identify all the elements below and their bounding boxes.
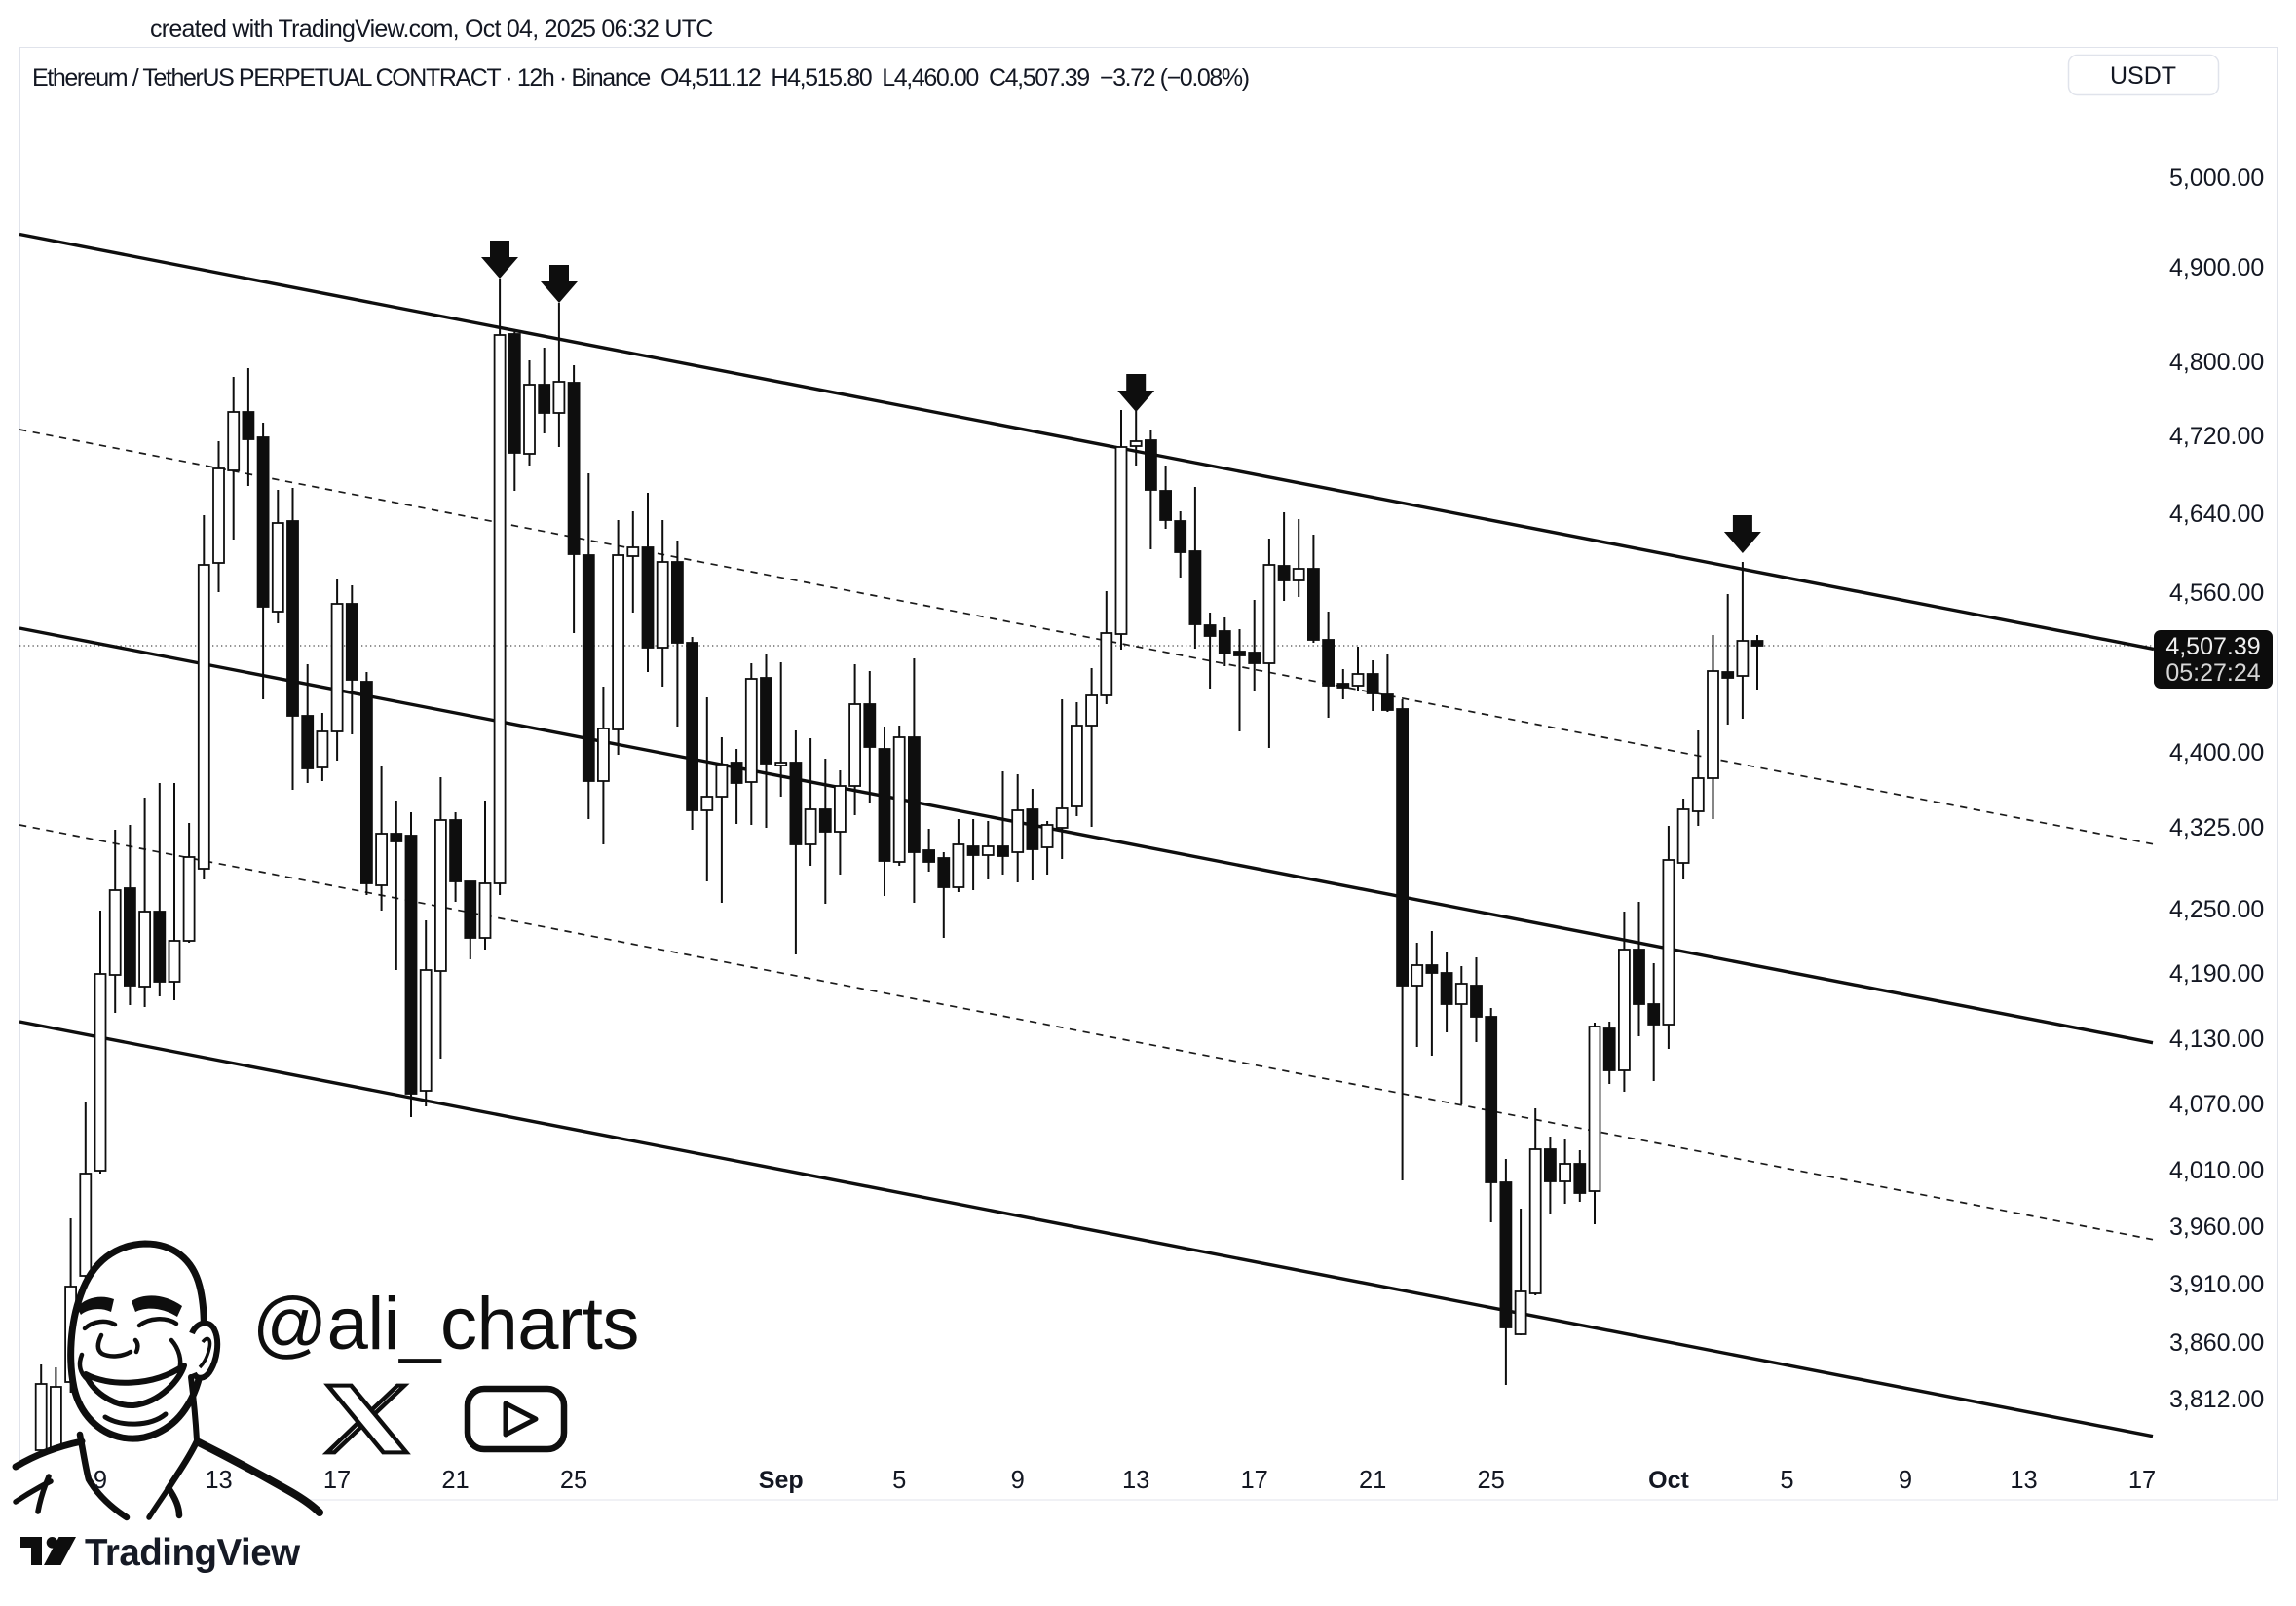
svg-text:9: 9: [1011, 1467, 1025, 1494]
svg-text:25: 25: [1478, 1467, 1505, 1494]
svg-text:5: 5: [892, 1467, 906, 1494]
svg-text:4,800.00: 4,800.00: [2169, 349, 2264, 376]
svg-text:USDT: USDT: [2110, 62, 2176, 90]
svg-text:4,507.39: 4,507.39: [2165, 633, 2260, 660]
svg-text:4,400.00: 4,400.00: [2169, 739, 2264, 766]
svg-text:17: 17: [2128, 1467, 2156, 1494]
svg-text:21: 21: [1359, 1467, 1386, 1494]
svg-text:13: 13: [2010, 1467, 2037, 1494]
svg-text:4,070.00: 4,070.00: [2169, 1091, 2264, 1118]
svg-text:3,812.00: 3,812.00: [2169, 1386, 2264, 1413]
svg-text:13: 13: [1122, 1467, 1149, 1494]
svg-text:9: 9: [94, 1467, 107, 1494]
svg-text:Oct: Oct: [1648, 1467, 1689, 1494]
svg-text:4,325.00: 4,325.00: [2169, 814, 2264, 841]
svg-text:Sep: Sep: [759, 1467, 804, 1494]
svg-text:created with TradingView.com,: created with TradingView.com, Oct 04, 20…: [150, 16, 713, 43]
svg-text:@ali_charts: @ali_charts: [252, 1283, 639, 1365]
svg-text:5: 5: [1780, 1467, 1793, 1494]
svg-text:4,640.00: 4,640.00: [2169, 501, 2264, 528]
svg-text:4,720.00: 4,720.00: [2169, 423, 2264, 450]
svg-text:13: 13: [205, 1467, 232, 1494]
svg-text:3,960.00: 3,960.00: [2169, 1214, 2264, 1241]
svg-text:4,010.00: 4,010.00: [2169, 1157, 2264, 1184]
svg-text:4,250.00: 4,250.00: [2169, 896, 2264, 923]
svg-text:5,000.00: 5,000.00: [2169, 165, 2264, 192]
svg-text:25: 25: [560, 1467, 587, 1494]
svg-text:4,560.00: 4,560.00: [2169, 579, 2264, 607]
svg-text:17: 17: [323, 1467, 351, 1494]
svg-text:3,860.00: 3,860.00: [2169, 1329, 2264, 1357]
svg-text:Ethereum / TetherUS PERPETUAL: Ethereum / TetherUS PERPETUAL CONTRACT ·…: [32, 64, 1249, 92]
svg-text:05:27:24: 05:27:24: [2165, 659, 2260, 687]
svg-text:TradingView: TradingView: [85, 1532, 301, 1574]
svg-text:21: 21: [441, 1467, 469, 1494]
svg-text:9: 9: [1899, 1467, 1912, 1494]
svg-text:3,910.00: 3,910.00: [2169, 1271, 2264, 1298]
svg-text:17: 17: [1241, 1467, 1268, 1494]
svg-text:4,130.00: 4,130.00: [2169, 1026, 2264, 1053]
svg-text:4,190.00: 4,190.00: [2169, 960, 2264, 988]
svg-text:4,900.00: 4,900.00: [2169, 254, 2264, 281]
